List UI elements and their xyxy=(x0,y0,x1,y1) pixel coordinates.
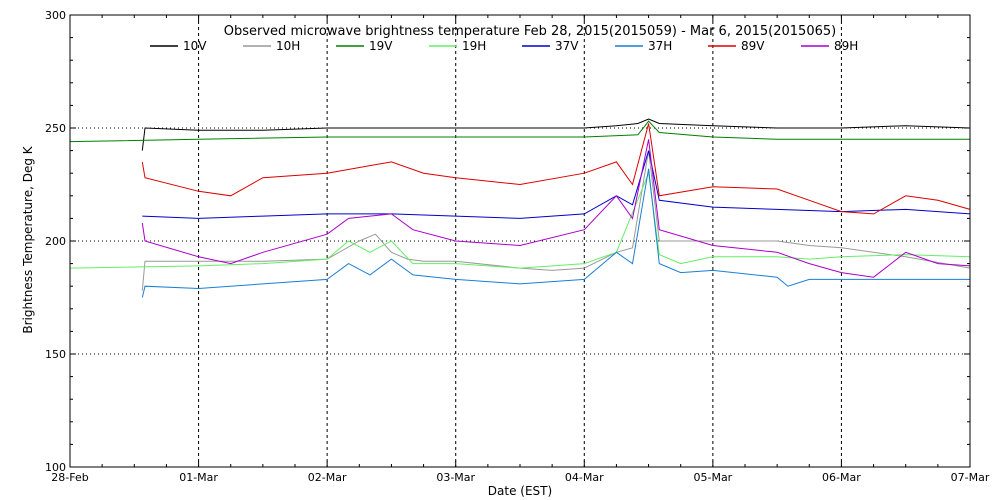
series-lines xyxy=(69,118,971,298)
legend: 10V 10H 19V 19H 37V 37H 89V 89H xyxy=(150,39,858,53)
legend-label-37v: 37V xyxy=(555,39,579,53)
x-tick-label: 28-Feb xyxy=(51,471,88,484)
legend-label-37h: 37H xyxy=(648,39,672,53)
x-tick-label: 06-Mar xyxy=(822,471,861,484)
legend-label-89v: 89V xyxy=(741,39,765,53)
y-tick-label: 150 xyxy=(45,348,66,361)
legend-label-19h: 19H xyxy=(462,39,486,53)
legend-label-19v: 19V xyxy=(369,39,393,53)
x-tick-label: 03-Mar xyxy=(436,471,475,484)
y-tick-label: 300 xyxy=(45,9,66,22)
x-tick-label: 05-Mar xyxy=(693,471,732,484)
series-line-10v xyxy=(141,118,971,151)
y-tick-label: 200 xyxy=(45,235,66,248)
series-line-89v xyxy=(141,123,971,215)
x-tick-label: 04-Mar xyxy=(565,471,604,484)
y-axis-label: Brightness Temperature, Deg K xyxy=(21,145,35,333)
series-line-10h xyxy=(141,150,971,291)
x-axis-label: Date (EST) xyxy=(488,484,552,498)
legend-label-10h: 10H xyxy=(276,39,300,53)
series-line-89h xyxy=(141,139,971,278)
series-line-37h xyxy=(141,168,970,298)
x-tick-label: 07-Mar xyxy=(951,471,990,484)
chart-title: Observed microwave brightness temperatur… xyxy=(224,24,836,39)
y-tick-label: 100 xyxy=(45,461,66,474)
legend-label-10v: 10V xyxy=(183,39,207,53)
series-line-19v xyxy=(69,120,970,143)
axes: 100 150 200 250 300 28-Feb 01-Mar 02-Mar 03-Mar 0… xyxy=(45,9,990,484)
series-line-19h xyxy=(69,171,971,269)
x-tick-label: 01-Mar xyxy=(179,471,218,484)
y-tick-label: 250 xyxy=(45,122,66,135)
legend-label-89h: 89H xyxy=(834,39,858,53)
x-tick-label: 02-Mar xyxy=(308,471,347,484)
